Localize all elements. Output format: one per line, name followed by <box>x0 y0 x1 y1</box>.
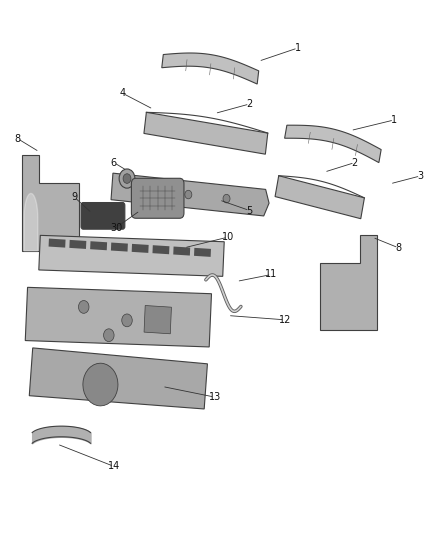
Text: 12: 12 <box>279 315 291 325</box>
Polygon shape <box>22 155 79 251</box>
Text: 3: 3 <box>417 171 424 181</box>
Polygon shape <box>111 173 269 216</box>
Text: 6: 6 <box>111 158 117 167</box>
Text: 5: 5 <box>247 206 253 215</box>
Text: 11: 11 <box>265 270 278 279</box>
Bar <box>69 240 86 249</box>
Text: 1: 1 <box>391 115 397 125</box>
Text: 1: 1 <box>295 43 301 53</box>
Bar <box>49 239 66 248</box>
Text: 2: 2 <box>352 158 358 167</box>
Polygon shape <box>320 235 377 330</box>
Polygon shape <box>162 53 259 84</box>
Bar <box>173 247 190 255</box>
Polygon shape <box>39 236 224 276</box>
Polygon shape <box>144 112 268 154</box>
Text: 10: 10 <box>222 232 234 242</box>
Bar <box>152 245 170 254</box>
Circle shape <box>185 190 192 199</box>
Circle shape <box>83 363 118 406</box>
Text: 9: 9 <box>71 192 78 202</box>
FancyBboxPatch shape <box>131 178 184 219</box>
Circle shape <box>223 195 230 203</box>
Bar <box>111 243 128 252</box>
Circle shape <box>123 174 131 183</box>
Bar <box>194 248 211 257</box>
FancyBboxPatch shape <box>81 203 125 229</box>
Polygon shape <box>275 176 364 219</box>
Polygon shape <box>285 125 381 163</box>
Circle shape <box>103 329 114 342</box>
Text: 8: 8 <box>14 134 21 143</box>
Text: 30: 30 <box>110 223 122 232</box>
Text: 14: 14 <box>108 462 120 471</box>
Polygon shape <box>29 348 208 409</box>
Circle shape <box>134 185 141 193</box>
Bar <box>144 305 171 334</box>
Bar <box>90 241 107 251</box>
Bar <box>132 244 148 253</box>
Text: 2: 2 <box>247 99 253 109</box>
Circle shape <box>119 169 135 188</box>
Polygon shape <box>25 287 212 347</box>
Circle shape <box>122 314 132 327</box>
Text: 8: 8 <box>396 243 402 253</box>
Circle shape <box>78 301 89 313</box>
Text: 4: 4 <box>120 88 126 98</box>
Text: 13: 13 <box>208 392 221 402</box>
